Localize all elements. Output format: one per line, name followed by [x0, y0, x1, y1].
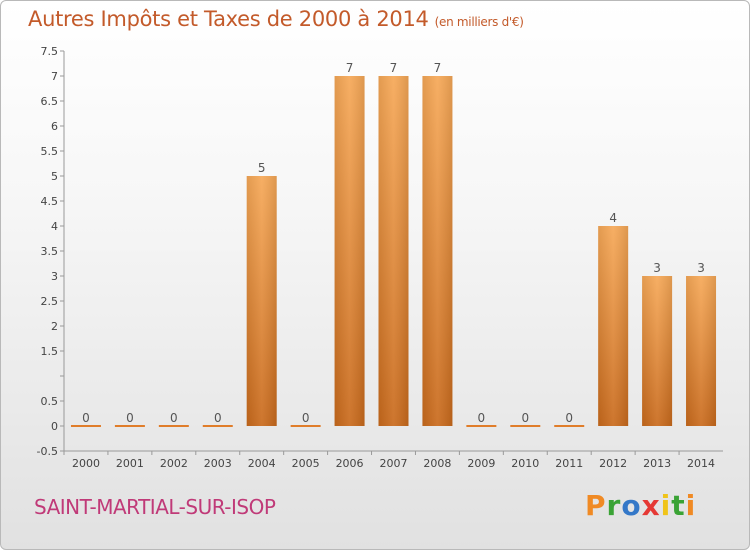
y-tick-label: 3.5: [41, 245, 59, 258]
y-tick-label: 4.5: [41, 195, 59, 208]
y-tick-label: 5: [51, 170, 58, 183]
y-tick-label: 6.5: [41, 95, 59, 108]
x-tick-label: 2000: [72, 457, 100, 470]
y-tick-label: 1.5: [41, 345, 59, 358]
bar-shade: [686, 276, 717, 426]
y-tick-label: -0.5: [37, 445, 58, 458]
x-tick-label: 2008: [423, 457, 451, 470]
data-label: 0: [170, 411, 178, 425]
bar-shade: [598, 226, 629, 426]
bar-shade: [642, 276, 673, 426]
bar-shade: [378, 76, 409, 426]
chart-title-main: Autres Impôts et Taxes de 2000 à 2014: [28, 7, 429, 31]
x-tick-label: 2002: [160, 457, 188, 470]
data-label: 0: [302, 411, 310, 425]
data-label: 0: [478, 411, 486, 425]
x-tick-label: 2006: [336, 457, 364, 470]
bars: [70, 76, 717, 427]
data-label: 0: [82, 411, 90, 425]
bar-shade: [246, 176, 277, 426]
data-label: 7: [390, 61, 398, 75]
data-label: 4: [609, 211, 617, 225]
x-tick-label: 2001: [116, 457, 144, 470]
x-tick-label: 2009: [467, 457, 495, 470]
y-tick-label: 7: [51, 70, 58, 83]
logo-letter: o: [621, 489, 642, 522]
bar-shade: [334, 76, 365, 426]
commune-name: SAINT-MARTIAL-SUR-ISOP: [34, 495, 276, 519]
logo-letter: P: [585, 489, 607, 522]
x-tick-label: 2005: [292, 457, 320, 470]
data-label: 7: [434, 61, 442, 75]
y-axis: -0.5 0 0.5 1.5 2 2.5 3 3.5 4 4.5 5 5.5 6 6.5 7 7.5: [37, 45, 65, 458]
x-tick-label: 2013: [643, 457, 671, 470]
logo-letter: t: [671, 489, 686, 522]
y-tick-label: 0.5: [41, 395, 59, 408]
data-label: 0: [214, 411, 222, 425]
logo-letter: x: [641, 489, 661, 522]
y-tick-label: 0: [51, 420, 58, 433]
y-tick-label: 5.5: [41, 145, 59, 158]
logo-letter: i: [660, 489, 672, 522]
data-label: 7: [346, 61, 354, 75]
y-tick-label: 2: [51, 320, 58, 333]
data-label: 5: [258, 161, 266, 175]
data-label: 0: [565, 411, 573, 425]
x-tick-label: 2012: [599, 457, 627, 470]
data-label: 3: [697, 261, 705, 275]
proxiti-logo[interactable]: Proxiti: [585, 489, 696, 522]
x-tick-label: 2014: [687, 457, 715, 470]
logo-letter: i: [685, 489, 697, 522]
y-tick-label: 3: [51, 270, 58, 283]
data-label: 0: [126, 411, 134, 425]
x-tick-label: 2010: [511, 457, 539, 470]
x-tick-label: 2003: [204, 457, 232, 470]
x-tick-label: 2004: [248, 457, 276, 470]
x-tick-label: 2007: [380, 457, 408, 470]
logo-letter: r: [606, 489, 622, 522]
x-tick-label: 2011: [555, 457, 583, 470]
data-label: 0: [521, 411, 529, 425]
x-axis: 2000 2001 2002 2003 2004 2005 2006 2007 2008 2009…: [63, 450, 723, 470]
data-labels: 0 0 0 0 5 0 7 7 7 0 0 0 4 3 3: [82, 61, 705, 425]
y-tick-label: 7.5: [41, 45, 59, 58]
bar-shade: [422, 76, 453, 426]
y-tick-label: 4: [51, 220, 58, 233]
chart-title: Autres Impôts et Taxes de 2000 à 2014 (en…: [28, 7, 524, 31]
y-tick-label: 6: [51, 120, 58, 133]
y-tick-label: 2.5: [41, 295, 59, 308]
chart-title-unit: (en milliers d'€): [434, 15, 524, 29]
data-label: 3: [653, 261, 661, 275]
